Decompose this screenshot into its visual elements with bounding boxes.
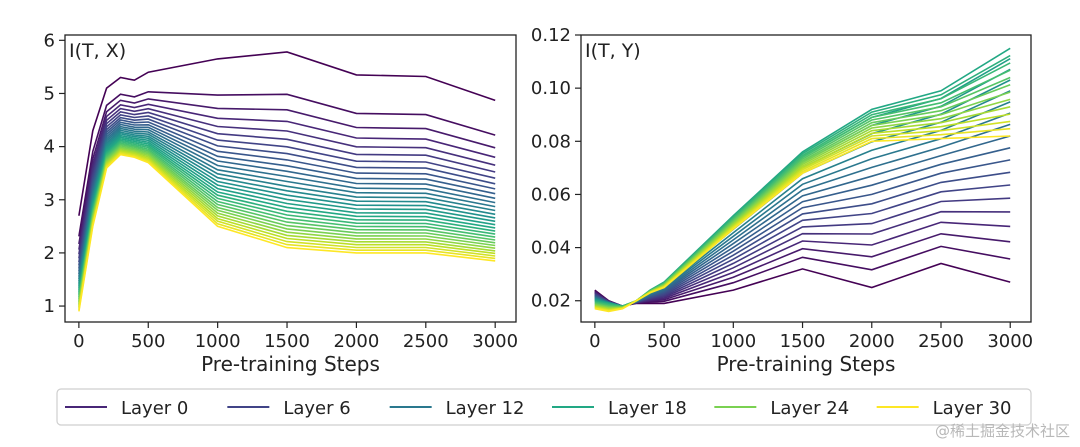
legend-item: Layer 18 bbox=[552, 398, 687, 419]
x-tick-label: 0 bbox=[73, 331, 84, 352]
y-tick-label: 0.02 bbox=[531, 291, 571, 312]
y-tick-label: 6 bbox=[44, 30, 55, 51]
x-tick-label: 3000 bbox=[472, 331, 518, 352]
panel-itx: 0 500 1000 1500 2000 2500 3000 1 2 3 4 5 6 Pre-traini… bbox=[44, 30, 519, 376]
axes-frame bbox=[64, 34, 517, 323]
series-line-layer-4 bbox=[78, 107, 496, 255]
series-line-layer-28 bbox=[594, 120, 1011, 311]
series-line-layer-16 bbox=[594, 68, 1011, 307]
series-line-layer-13 bbox=[594, 101, 1011, 307]
x-tick-label: 2000 bbox=[849, 331, 895, 352]
legend-frame bbox=[56, 388, 1032, 426]
x-tick-label: 1000 bbox=[710, 331, 756, 352]
legend-label: Layer 12 bbox=[446, 398, 525, 419]
series-line-layer-24 bbox=[594, 91, 1011, 309]
series-line-layer-1 bbox=[78, 90, 496, 237]
y-tick-label: 0.06 bbox=[531, 184, 571, 205]
x-axis-label: Pre-training Steps bbox=[717, 352, 896, 376]
x-tick-label: 1000 bbox=[195, 331, 241, 352]
series-line-layer-0 bbox=[78, 51, 496, 216]
series-line-layer-2 bbox=[78, 98, 496, 245]
legend-label: Layer 6 bbox=[283, 398, 350, 419]
x-tick-label: 1500 bbox=[264, 331, 310, 352]
series-line-layer-30 bbox=[78, 153, 496, 312]
legend-label: Layer 30 bbox=[933, 398, 1012, 419]
y-tick-label: 5 bbox=[44, 83, 55, 104]
y-tick-label: 0.12 bbox=[531, 25, 571, 46]
x-tick-label: 2500 bbox=[403, 331, 449, 352]
series-line-layer-15 bbox=[594, 79, 1011, 307]
legend-item: Layer 6 bbox=[227, 398, 351, 419]
series-group bbox=[594, 47, 1011, 313]
series-line-layer-18 bbox=[594, 47, 1011, 307]
panel-title: I(T, X) bbox=[69, 40, 126, 62]
y-tick-label: 3 bbox=[44, 190, 55, 211]
x-tick-label: 0 bbox=[589, 331, 600, 352]
series-line-layer-21 bbox=[594, 69, 1011, 308]
x-tick-label: 3000 bbox=[987, 331, 1033, 352]
x-tick-label: 2500 bbox=[918, 331, 964, 352]
panel-title: I(T, Y) bbox=[585, 40, 641, 62]
series-line-layer-25 bbox=[594, 98, 1011, 309]
series-line-layer-5 bbox=[78, 111, 496, 259]
y-tick-label: 0.04 bbox=[531, 238, 571, 259]
legend-label: Layer 0 bbox=[121, 398, 188, 419]
y-tick-label: 2 bbox=[44, 243, 55, 264]
legend-label: Layer 18 bbox=[608, 398, 687, 419]
watermark-text: @稀土掘金技术社区 bbox=[934, 422, 1070, 440]
x-tick-label: 1500 bbox=[780, 331, 826, 352]
x-axis-label: Pre-training Steps bbox=[201, 352, 380, 376]
series-line-layer-3 bbox=[78, 103, 496, 250]
y-tick-label: 0.10 bbox=[531, 78, 571, 99]
legend-label: Layer 24 bbox=[770, 398, 849, 419]
series-line-layer-30 bbox=[594, 135, 1011, 313]
legend-item: Layer 30 bbox=[876, 398, 1012, 419]
panel-ity: 0 500 1000 1500 2000 2500 3000 0.02 0.04 0.06 0.08… bbox=[531, 25, 1033, 376]
legend-item: Layer 24 bbox=[714, 398, 849, 419]
axes-frame bbox=[580, 34, 1032, 323]
y-tick-label: 0.08 bbox=[531, 131, 571, 152]
series-line-layer-14 bbox=[594, 90, 1011, 307]
x-tick-label: 500 bbox=[131, 331, 165, 352]
x-tick-label: 2000 bbox=[334, 331, 380, 352]
legend-item: Layer 12 bbox=[389, 398, 525, 419]
legend: Layer 0 Layer 6 Layer 12 Layer 18 Layer 24 La… bbox=[56, 388, 1032, 426]
series-line-layer-12 bbox=[594, 112, 1011, 307]
series-group bbox=[78, 51, 496, 312]
x-tick-label: 500 bbox=[647, 331, 681, 352]
y-tick-label: 4 bbox=[44, 137, 55, 158]
y-tick-label: 1 bbox=[44, 296, 55, 317]
legend-item: Layer 0 bbox=[65, 398, 188, 419]
